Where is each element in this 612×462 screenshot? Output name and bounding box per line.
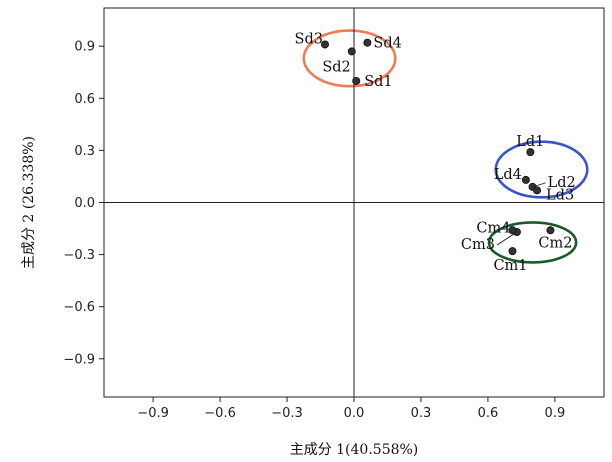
y-tick-label: 0.9	[74, 40, 95, 55]
label-sd1: Sd1	[364, 74, 392, 90]
x-tick-label: 0.3	[411, 406, 432, 421]
y-tick-label: −0.3	[63, 248, 95, 263]
group-ellipses	[302, 29, 589, 264]
label-ld3: Ld3	[546, 187, 574, 203]
point-cm1	[508, 247, 517, 256]
data-points	[320, 38, 555, 256]
x-tick-label: 0.0	[344, 406, 365, 421]
point-ld1	[526, 148, 535, 157]
group-ellipse-sd	[302, 29, 397, 88]
y-tick-label: 0.3	[74, 144, 95, 159]
label-cm3: Cm3	[461, 237, 495, 253]
x-axis-title: 主成分 1(40.558%)	[290, 442, 419, 458]
point-cm4	[508, 226, 517, 235]
label-cm1: Cm1	[493, 258, 527, 274]
y-tick-label: −0.6	[63, 300, 95, 315]
point-sd3	[320, 40, 329, 49]
point-sd1	[352, 76, 361, 85]
label-ld2: Ld2	[548, 175, 576, 191]
group-ellipse-cm	[487, 221, 578, 264]
y-axis-title: 主成分 2 (26.338%)	[21, 136, 37, 269]
point-sd4	[363, 38, 372, 47]
x-tick-label: −0.6	[204, 406, 236, 421]
label-cm4: Cm4	[476, 220, 510, 236]
y-tick-label: −0.9	[63, 352, 95, 367]
y-axis-ticks: 0.9 0.6 0.3 0.0 −0.3 −0.6 −0.9	[63, 40, 104, 367]
x-tick-label: 0.9	[545, 406, 566, 421]
point-ld4	[521, 175, 530, 184]
x-axis-ticks: −0.9 −0.6 −0.3 0.0 0.3 0.6 0.9	[137, 397, 565, 421]
label-sd4: Sd4	[373, 36, 401, 52]
label-ld4: Ld4	[494, 167, 522, 183]
reference-lines	[104, 8, 604, 397]
label-cm2: Cm2	[538, 235, 572, 251]
x-tick-label: −0.3	[271, 406, 303, 421]
x-tick-label: 0.6	[478, 406, 499, 421]
point-ld3	[533, 186, 542, 195]
y-tick-label: 0.0	[74, 196, 95, 211]
x-tick-label: −0.9	[137, 406, 169, 421]
label-sd3: Sd3	[295, 31, 323, 47]
point-sd2	[347, 47, 356, 56]
label-sd2: Sd2	[322, 59, 350, 75]
y-tick-label: 0.6	[74, 92, 95, 107]
point-cm2	[546, 226, 555, 235]
group-ellipse-ld	[494, 140, 589, 199]
label-ld1: Ld1	[516, 134, 544, 150]
